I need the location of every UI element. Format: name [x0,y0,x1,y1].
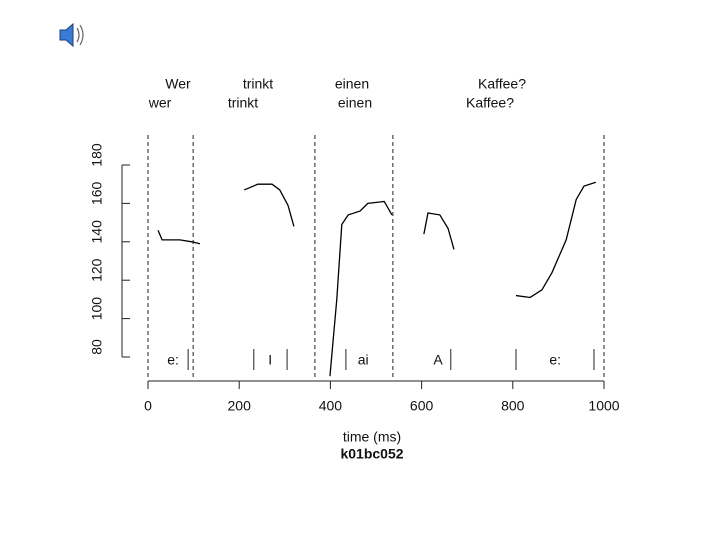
word-label: Kaffee? [478,76,526,92]
y-tick-label: 100 [89,297,105,321]
pitch-contour [515,181,596,299]
word-label: trinkt [243,76,273,92]
x-tick-label: 200 [228,398,252,414]
pitch-contour [423,212,455,250]
word-transcript: wer [148,95,172,111]
phone-label: e: [549,352,561,368]
y-tick-label: 140 [89,220,105,244]
pitch-contour [329,200,393,377]
speaker-icon[interactable] [59,22,84,48]
word-transcript: einen [338,95,372,111]
x-tick-label: 800 [501,398,525,414]
x-axis-label: time (ms) [343,429,401,445]
word-label: Wer [165,76,191,92]
phone-label: I [268,352,272,368]
y-tick-label: 180 [89,143,105,167]
phone-label: A [433,352,443,368]
word-label: einen [335,76,369,92]
subtitle: k01bc052 [340,446,403,462]
word-transcript: trinkt [228,95,258,111]
x-tick-label: 1000 [588,398,619,414]
y-tick-label: 120 [89,258,105,282]
phone-label: ai [358,352,369,368]
x-tick-label: 0 [144,398,152,414]
pitch-contour [243,183,295,227]
x-tick-label: 400 [319,398,343,414]
y-tick-label: 80 [89,339,105,355]
x-tick-label: 600 [410,398,434,414]
phone-label: e: [167,352,179,368]
pitch-contour [157,230,201,245]
y-tick-label: 160 [89,182,105,206]
word-transcript: Kaffee? [466,95,514,111]
